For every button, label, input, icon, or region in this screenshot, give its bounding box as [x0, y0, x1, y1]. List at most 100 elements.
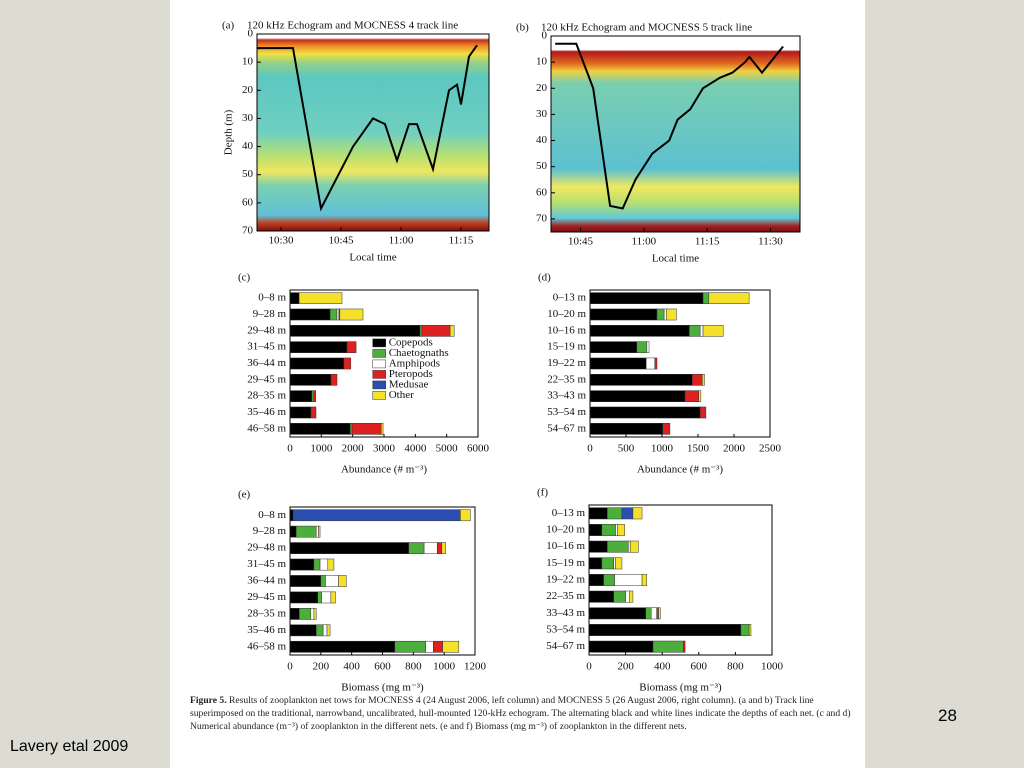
chart-title: 120 kHz Echogram and MOCNESS 4 track lin… — [247, 20, 458, 32]
bar-segment — [436, 542, 443, 554]
bar-segment — [289, 624, 317, 637]
y-tick-label: 36–44 m — [247, 575, 286, 587]
bar-segment — [654, 357, 658, 370]
bar-segment — [615, 557, 623, 570]
bar-segment — [329, 308, 338, 321]
bar-segment — [698, 390, 702, 402]
y-tick-label: 35–46 m — [247, 624, 286, 636]
legend-label: Medusae — [389, 378, 429, 390]
y-tick-label: 20 — [536, 82, 548, 94]
y-tick-label: 50 — [242, 168, 254, 180]
y-tick-label: 70 — [242, 225, 254, 237]
x-tick-label: 600 — [374, 661, 391, 673]
bar-segment — [588, 607, 646, 620]
x-axis-label: Local time — [349, 252, 396, 264]
y-tick-label: 31–45 m — [247, 341, 286, 353]
bar-segment — [656, 607, 659, 620]
y-tick-label: 53–54 m — [546, 624, 585, 636]
bar-segment — [588, 507, 608, 520]
credit: Lavery etal 2009 — [10, 738, 129, 755]
caption-text: Results of zooplankton net tows for MOCN… — [190, 695, 851, 732]
x-tick-label: 5000 — [436, 443, 459, 455]
bar-segment — [601, 524, 616, 536]
bar-segment — [317, 591, 322, 604]
legend-swatch — [372, 380, 386, 390]
x-tick-label: 1000 — [433, 661, 456, 673]
bar-segment — [708, 292, 750, 304]
y-tick-label: 29–45 m — [247, 373, 286, 385]
bar-segment — [621, 507, 634, 520]
bar-segment — [699, 406, 707, 419]
bar-segment — [330, 591, 336, 604]
x-axis-label: Local time — [652, 253, 699, 265]
x-tick-label: 800 — [727, 661, 744, 673]
x-tick-label: 2000 — [723, 443, 746, 455]
panel-label: (b) — [516, 22, 529, 34]
y-tick-label: 40 — [536, 134, 548, 146]
y-tick-label: 20 — [242, 84, 254, 96]
caption-label: Figure 5. — [190, 695, 227, 706]
bar-segment — [684, 390, 699, 402]
panel-label: (f) — [537, 487, 548, 499]
bar-segment — [629, 540, 639, 553]
bar-segment — [351, 423, 382, 435]
legend-swatch — [372, 391, 386, 400]
x-tick-label: 10:45 — [328, 235, 354, 247]
bar-segment — [702, 325, 724, 337]
x-tick-label: 200 — [617, 661, 634, 673]
y-tick-label: 33–43 m — [547, 390, 586, 402]
y-tick-label: 22–35 m — [546, 590, 585, 602]
bar-segment — [617, 524, 625, 536]
bar-segment — [449, 325, 455, 337]
bar-segment — [614, 574, 643, 586]
bar-segment — [589, 390, 686, 402]
echogram-background — [256, 33, 490, 232]
bar-segment — [299, 608, 312, 620]
bar-segment — [289, 640, 396, 653]
x-tick-label: 11:15 — [449, 235, 474, 247]
y-tick-label: 10 — [242, 56, 254, 68]
x-tick-label: 1500 — [687, 443, 710, 455]
y-tick-label: 29–45 m — [247, 591, 286, 603]
y-axis-label: Depth (m) — [223, 109, 235, 155]
bar-segment — [289, 509, 294, 522]
bar-segment — [295, 525, 317, 538]
bar-segment — [682, 640, 686, 653]
legend-swatch — [372, 349, 386, 358]
bar-segment — [425, 640, 434, 653]
y-tick-label: 31–45 m — [247, 558, 286, 570]
x-tick-label: 1200 — [464, 661, 487, 673]
bar-segment — [289, 558, 315, 571]
bar-segment — [588, 540, 608, 553]
y-tick-label: 46–58 m — [247, 422, 286, 434]
bar-segment — [589, 341, 638, 353]
bar-segment — [336, 308, 340, 321]
bar-segment — [646, 341, 650, 353]
x-tick-label: 10:30 — [268, 235, 294, 247]
panel-label: (c) — [238, 272, 251, 284]
bar-segment — [289, 542, 409, 554]
bar-segment — [588, 624, 742, 636]
y-tick-label: 54–67 m — [546, 640, 585, 652]
y-tick-label: 0 — [248, 28, 254, 40]
figure-caption: Figure 5. Results of zooplankton net tow… — [190, 694, 858, 733]
x-axis-label: Biomass (mg m⁻³) — [341, 682, 424, 694]
legend-label: Pteropods — [389, 368, 433, 380]
bar-segment — [289, 308, 331, 321]
bar-segment — [325, 575, 339, 587]
bar-segment — [645, 357, 656, 370]
bar-segment — [380, 423, 384, 435]
bar-segment — [632, 507, 643, 520]
bar-segment — [343, 357, 352, 370]
x-tick-label: 0 — [287, 443, 293, 455]
x-axis-label: Biomass (mg m⁻³) — [639, 682, 722, 694]
panel-label: (a) — [222, 20, 235, 32]
x-tick-label: 0 — [287, 661, 293, 673]
x-tick-label: 800 — [405, 661, 422, 673]
bar-segment — [589, 423, 663, 435]
bar-segment — [625, 590, 630, 603]
y-tick-label: 70 — [536, 212, 548, 224]
bar-segment — [327, 558, 335, 571]
y-tick-label: 0–8 m — [258, 509, 286, 521]
